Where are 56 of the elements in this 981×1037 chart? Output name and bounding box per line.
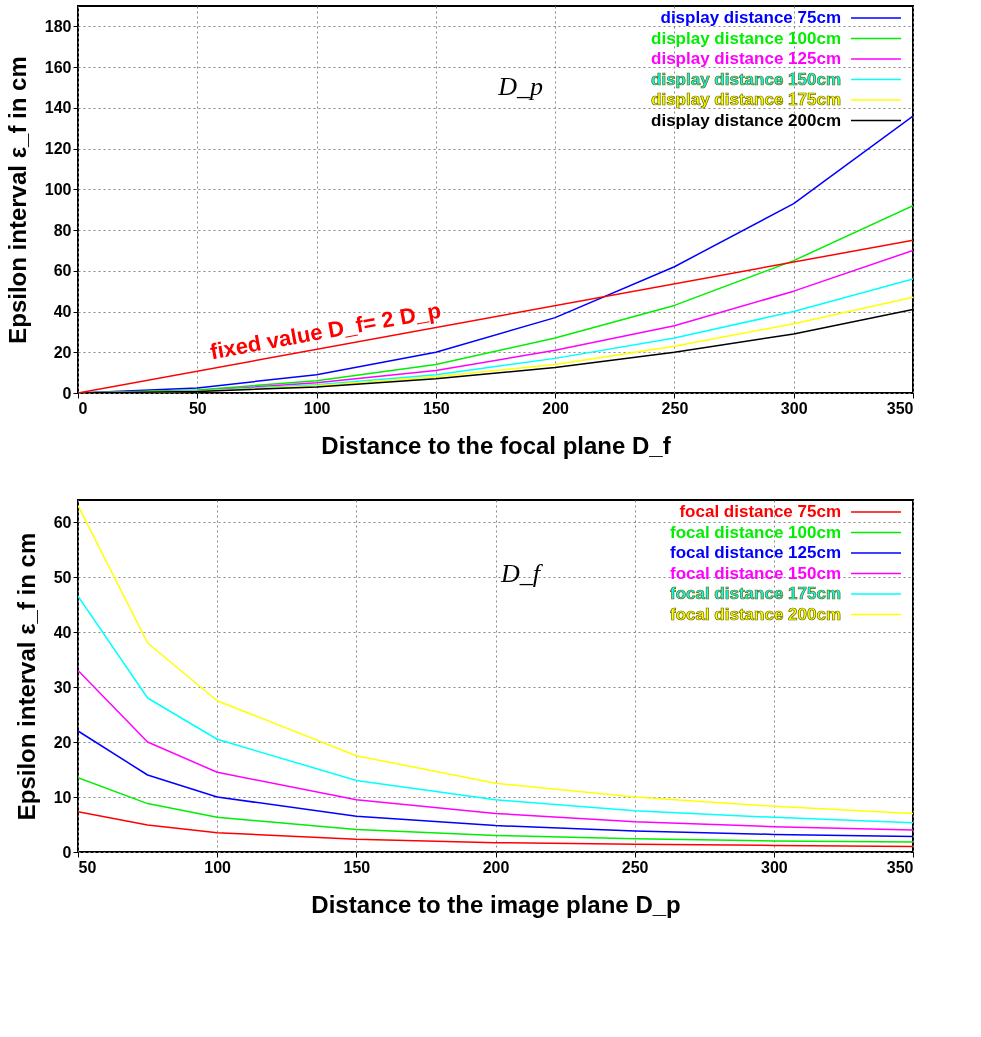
x-tick-label: 150 xyxy=(423,399,450,417)
legend-label: focal distance 75cm xyxy=(679,502,841,521)
y-tick-label: 60 xyxy=(53,262,72,280)
legend-label: display distance 75cm xyxy=(660,8,841,27)
y-tick-label: 0 xyxy=(62,843,72,861)
line-series xyxy=(78,730,913,838)
y-tick-label: 100 xyxy=(44,180,72,198)
legend-label: focal distance 100cm xyxy=(669,522,841,542)
x-tick-label: 50 xyxy=(188,399,207,417)
y-tick-label: 20 xyxy=(53,343,72,361)
annotation: D_f xyxy=(500,558,544,588)
legend-label: focal distance 150cm xyxy=(669,563,841,583)
legend-label: display distance 100cm xyxy=(651,28,841,48)
y-tick-label: 0 xyxy=(62,384,72,402)
legend-label: display distance 175cm xyxy=(651,90,841,109)
x-tick-label: 300 xyxy=(780,399,808,417)
x-tick-label: 350 xyxy=(886,399,914,417)
line-series xyxy=(78,669,913,831)
y-tick-label: 10 xyxy=(53,788,72,806)
x-tick-label: 0 xyxy=(78,399,88,417)
x-tick-label: 200 xyxy=(542,399,570,417)
y-tick-label: 60 xyxy=(53,513,72,531)
legend-label: focal distance 200cm xyxy=(669,604,841,624)
y-tick-label: 180 xyxy=(44,17,72,35)
x-axis-title: Distance to the image plane D_p xyxy=(311,890,681,918)
y-tick-label: 40 xyxy=(53,623,72,641)
x-tick-label: 100 xyxy=(303,399,331,417)
legend-label: display distance 150cm xyxy=(651,69,841,89)
x-tick-label: 300 xyxy=(760,858,788,876)
y-axis-title: Epsilon interval ε_f in cm xyxy=(12,532,40,821)
y-tick-label: 20 xyxy=(53,733,72,751)
line-series xyxy=(78,777,913,843)
x-tick-label: 250 xyxy=(621,858,649,876)
y-tick-label: 140 xyxy=(44,99,72,117)
line-series xyxy=(78,811,913,848)
legend-label: display distance 200cm xyxy=(651,110,841,130)
x-tick-label: 350 xyxy=(886,858,914,876)
y-tick-label: 50 xyxy=(53,568,72,586)
y-tick-label: 120 xyxy=(44,140,72,158)
y-axis-title: Epsilon interval ε_f in cm xyxy=(3,56,31,344)
y-tick-label: 80 xyxy=(53,221,72,239)
y-tick-label: 40 xyxy=(53,303,72,321)
x-tick-label: 200 xyxy=(482,858,510,876)
x-tick-label: 50 xyxy=(78,858,97,876)
x-axis-title: Distance to the focal plane D_f xyxy=(321,431,672,459)
y-tick-label: 30 xyxy=(53,678,72,696)
line-series xyxy=(78,504,913,815)
text: fixed value D_f= 2 D_p xyxy=(208,297,443,365)
x-tick-label: 100 xyxy=(204,858,232,876)
annotation: D_p xyxy=(497,72,543,102)
legend-label: focal distance 125cm xyxy=(669,543,841,562)
legend-label: display distance 125cm xyxy=(651,49,841,68)
legend-label: focal distance 175cm xyxy=(669,584,841,603)
x-tick-label: 250 xyxy=(661,399,689,417)
x-tick-label: 150 xyxy=(343,858,371,876)
y-tick-label: 160 xyxy=(44,58,72,76)
